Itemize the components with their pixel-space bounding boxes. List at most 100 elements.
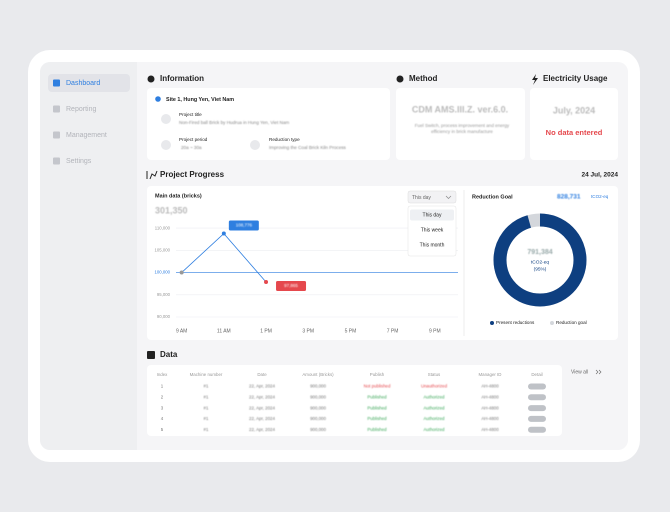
view-all[interactable]: View all (571, 369, 588, 375)
method-name: CDM AMS.III.Z. ver.6.0. (412, 104, 508, 114)
legend-dot (550, 321, 554, 325)
electricity-card (530, 88, 618, 160)
month: July, 2024 (553, 105, 595, 115)
cell: 22, Apr, 2024 (249, 416, 275, 421)
menu-icon (53, 131, 60, 139)
icon (396, 75, 404, 83)
section-title: Electricity Usage (543, 74, 608, 83)
detail-label[interactable]: Details (532, 384, 543, 388)
label: Project title (179, 112, 202, 117)
method-description: Fuel Switch, process improvement and ene… (414, 123, 510, 134)
section-title: Information (160, 74, 204, 83)
detail-label[interactable]: Details (532, 406, 543, 410)
cell: #1 (204, 394, 209, 399)
y-tick-label: 105,000 (154, 247, 170, 252)
menu-item[interactable]: Settings (66, 158, 92, 165)
column-header: Detail (531, 372, 542, 377)
method-card (396, 88, 525, 160)
site: Site 1, Hung Yen, Viet Nam (166, 97, 234, 103)
x-tick-label: 9 PM (429, 328, 441, 334)
cell: Published (367, 427, 387, 432)
cell: 22, Apr, 2024 (249, 427, 275, 432)
progress-card (147, 186, 618, 340)
value: Non-Fired ball Brick by Hudrua in Hung Y… (179, 120, 289, 125)
menu-item[interactable]: Dashboard (66, 80, 100, 87)
icon (146, 170, 158, 180)
cell: Published (367, 394, 387, 399)
dropdown-option[interactable]: This day (423, 212, 442, 218)
chart-title: Main data (bricks) (155, 193, 202, 199)
detail-button[interactable] (528, 394, 546, 401)
dropdown-option[interactable]: This month (420, 242, 445, 248)
detail-button[interactable] (528, 383, 546, 390)
tooltip-label: 97,865 (284, 283, 298, 288)
chevrons[interactable] (595, 369, 602, 375)
donut-chart: Present reductions Reduction goal (490, 213, 587, 325)
column-header: Date (257, 372, 267, 377)
goal-unit: tCO2-eq (591, 194, 609, 199)
x-tick-label: 1 PM (260, 328, 272, 334)
cell: 900,000 (310, 427, 326, 432)
sidebar-menu: Dashboard Reporting Management Settings (48, 74, 130, 165)
icon (155, 96, 161, 102)
goal-label: 828,731 (557, 194, 581, 201)
dropdown-selected[interactable]: This day (412, 195, 431, 201)
option-highlight (410, 209, 454, 221)
detail-button[interactable] (528, 405, 546, 412)
percent-label: (95%) (534, 266, 547, 272)
dropdown-options: This day This week This month (410, 209, 454, 248)
method-desc-box: Fuel Switch, process improvement and ene… (414, 123, 510, 134)
cell: 22, Apr, 2024 (249, 405, 275, 410)
cell: AH-4800 (481, 384, 499, 389)
menu-icon (53, 105, 60, 113)
cell: 2 (161, 394, 164, 399)
present-unit: tCO2-eq (531, 259, 549, 265)
cell: AH-4800 (481, 405, 499, 410)
icon (161, 114, 171, 124)
tooltip (228, 220, 259, 231)
info-card (147, 88, 390, 160)
value: 20a ~ 30a (181, 145, 202, 150)
sidebar (40, 62, 137, 450)
label: Project period (179, 137, 208, 142)
present-arc (493, 213, 587, 307)
tooltip-label: 108,776 (236, 223, 253, 228)
cell: 900,000 (310, 394, 326, 399)
date: 24 Jul, 2024 (582, 172, 619, 179)
label: Reduction type (269, 137, 300, 142)
y-tick-label: 110,000 (155, 225, 171, 230)
x-tick-label: 3 PM (302, 328, 314, 334)
cell: AH-4800 (481, 427, 499, 432)
detail-label[interactable]: Details (532, 428, 543, 432)
column-header: Publish (370, 372, 385, 377)
detail-button[interactable] (528, 426, 546, 433)
column-header: Index (157, 372, 169, 377)
chevron (445, 195, 452, 199)
value: Improving the Coal Brick Kiln Process (269, 145, 347, 150)
cell: AH-4800 (481, 394, 499, 399)
detail-label[interactable]: Details (532, 417, 543, 421)
cell: Authorized (424, 427, 446, 432)
cell: Not published (364, 384, 391, 389)
detail-label[interactable]: Details (532, 395, 543, 399)
cell: #1 (204, 427, 209, 432)
point (221, 231, 226, 236)
cell: Authorized (424, 416, 446, 421)
dropdown[interactable] (407, 190, 457, 204)
cell: 4 (161, 416, 164, 421)
dropdown-option[interactable]: This week (421, 227, 444, 233)
detail-button[interactable] (528, 415, 546, 422)
menu-item[interactable]: Management (66, 132, 107, 139)
menu-item[interactable]: Reporting (66, 106, 96, 113)
cell: 3 (161, 405, 164, 410)
chart-subtitle: 301,350 (155, 205, 188, 215)
icon (147, 75, 155, 83)
status: No data entered (546, 128, 603, 137)
icon (147, 351, 155, 359)
section-title: Data (160, 350, 178, 359)
x-tick-label: 7 PM (387, 328, 399, 334)
cell: Unauthorized (421, 384, 448, 389)
y-tick-label: 100,000 (154, 270, 170, 275)
cell: AH-4800 (481, 416, 499, 421)
x-tick-label: 11 AM (217, 328, 231, 334)
